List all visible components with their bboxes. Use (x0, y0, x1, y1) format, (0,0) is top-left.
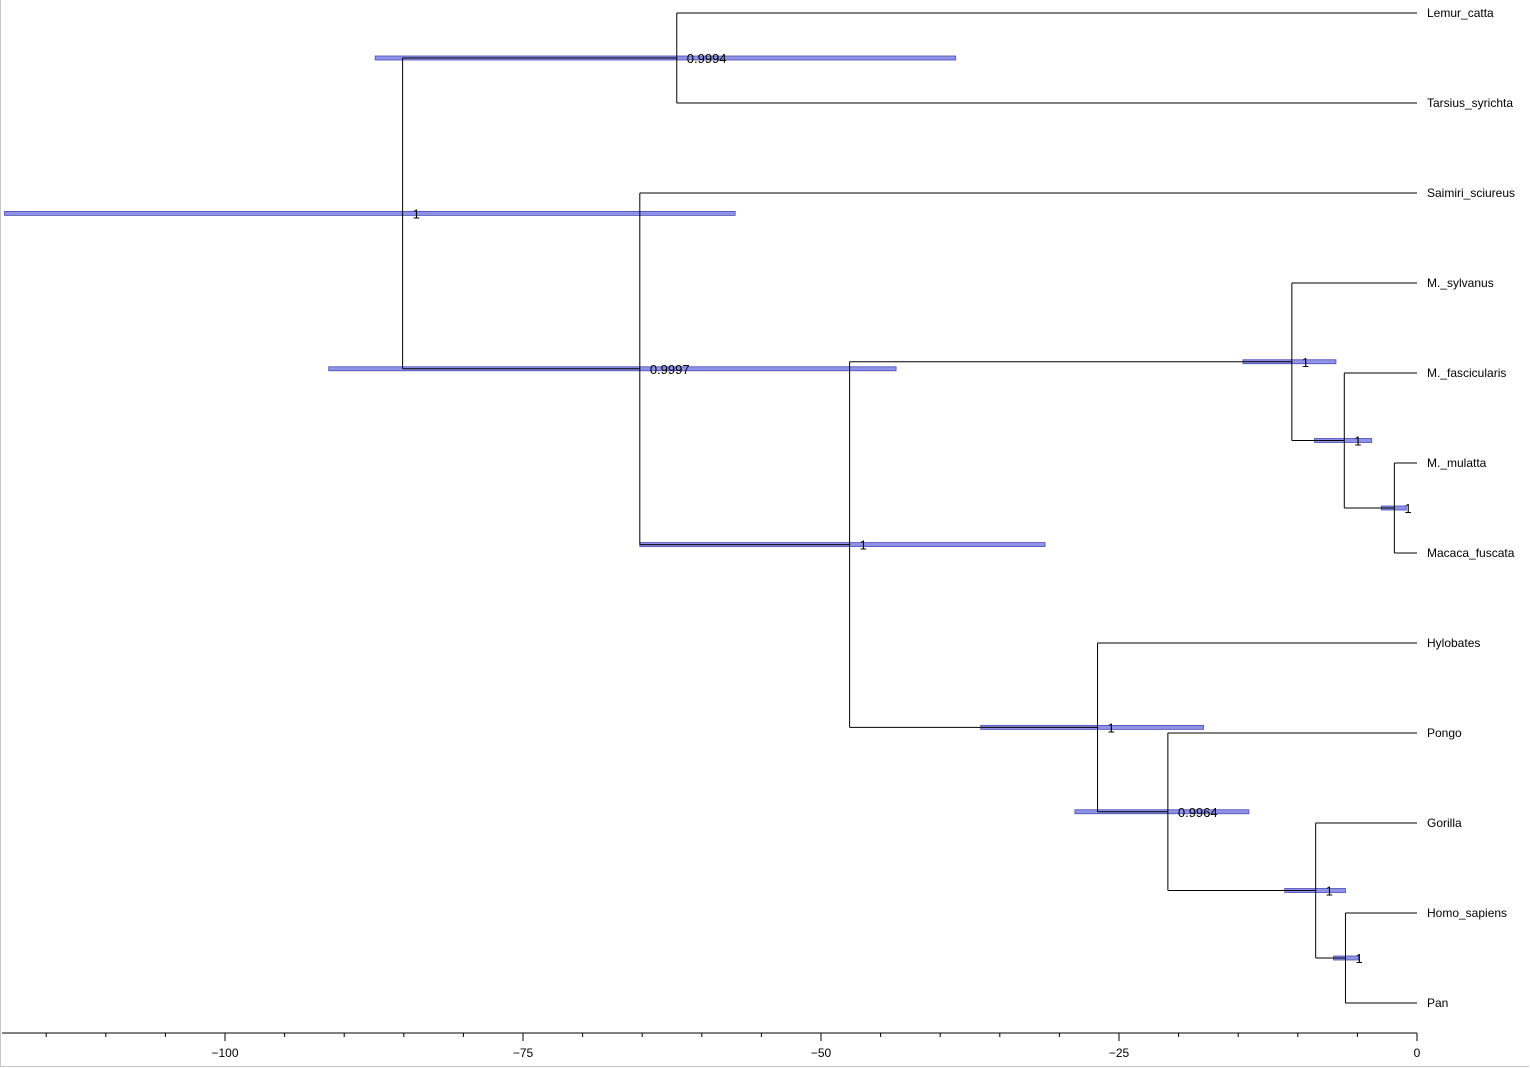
time-axis: −100 −75 −50 −25 0 (2, 1032, 1421, 1060)
tip-label-t2: Tarsius_syrichta (1427, 96, 1513, 110)
support-label-n9: 1 (1326, 884, 1333, 899)
tip-label-t7: Macaca_fuscata (1427, 546, 1515, 560)
support-label-root: 1 (413, 206, 420, 221)
branch-layer (402, 12, 1417, 1004)
axis-tick-label: 0 (1414, 1046, 1421, 1060)
support-label-n5: 1 (1354, 434, 1361, 449)
tip-label-t10: Gorilla (1427, 816, 1462, 830)
tip-label-t1: Lemur_catta (1427, 6, 1494, 20)
tip-label-t6: M._mulatta (1427, 456, 1487, 470)
axis-tick-label: −75 (513, 1046, 534, 1060)
label-layer: Lemur_catta Tarsius_syrichta Saimiri_sciur… (413, 6, 1515, 1010)
support-label-n4: 1 (1302, 355, 1309, 370)
tip-label-t5: M._fascicularis (1427, 366, 1506, 380)
support-label-n3: 1 (860, 538, 867, 553)
hpd-bar-root (4, 210, 736, 216)
axis-tick-label: −100 (211, 1046, 238, 1060)
hpd-bar-layer (4, 55, 1407, 961)
tip-label-t4: M._sylvanus (1427, 276, 1494, 290)
support-label-n6: 1 (1404, 501, 1411, 516)
axis-tick-label: −25 (1109, 1046, 1130, 1060)
support-label-n7: 1 (1108, 720, 1115, 735)
support-label-n10: 1 (1355, 951, 1362, 966)
tip-label-t12: Pan (1427, 996, 1448, 1010)
tip-label-t11: Homo_sapiens (1427, 906, 1507, 920)
support-label-n2: 0.9997 (650, 362, 690, 377)
support-label-n1: 0.9994 (687, 51, 727, 66)
tip-label-t9: Pongo (1427, 726, 1462, 740)
axis-tick-label: −50 (811, 1046, 832, 1060)
support-label-n8: 0.9964 (1178, 805, 1218, 820)
tip-label-t3: Saimiri_sciureus (1427, 186, 1515, 200)
tip-label-t8: Hylobates (1427, 636, 1480, 650)
